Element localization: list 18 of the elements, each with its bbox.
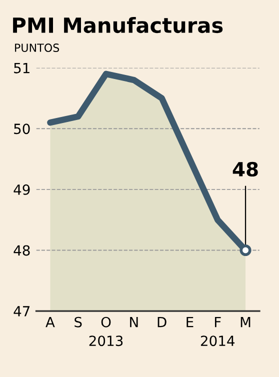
x-tick-label: E (186, 317, 194, 328)
data-label: 48 (232, 162, 258, 177)
text: 2014 (200, 336, 235, 346)
y-tick-label: 47 (14, 306, 30, 316)
x-tick-label: F (214, 317, 221, 328)
x-tick-label: N (130, 317, 138, 328)
y-tick-label: 48 (14, 245, 30, 256)
x-tick-label: O (101, 316, 111, 328)
chart-title: PMI Manufacturas (13, 16, 223, 34)
y-tick-label: 49 (14, 184, 30, 195)
text: 2013 (89, 336, 123, 346)
y-tick-label: 51 (14, 63, 30, 74)
y-tick-label: 50 (14, 124, 30, 134)
x-tick-label: A (46, 317, 55, 328)
x-tick-label: S (74, 316, 82, 328)
y-axis-title: PUNTOS (15, 44, 60, 52)
x-tick-label: D (158, 317, 166, 328)
x-tick-label: M (240, 317, 250, 328)
